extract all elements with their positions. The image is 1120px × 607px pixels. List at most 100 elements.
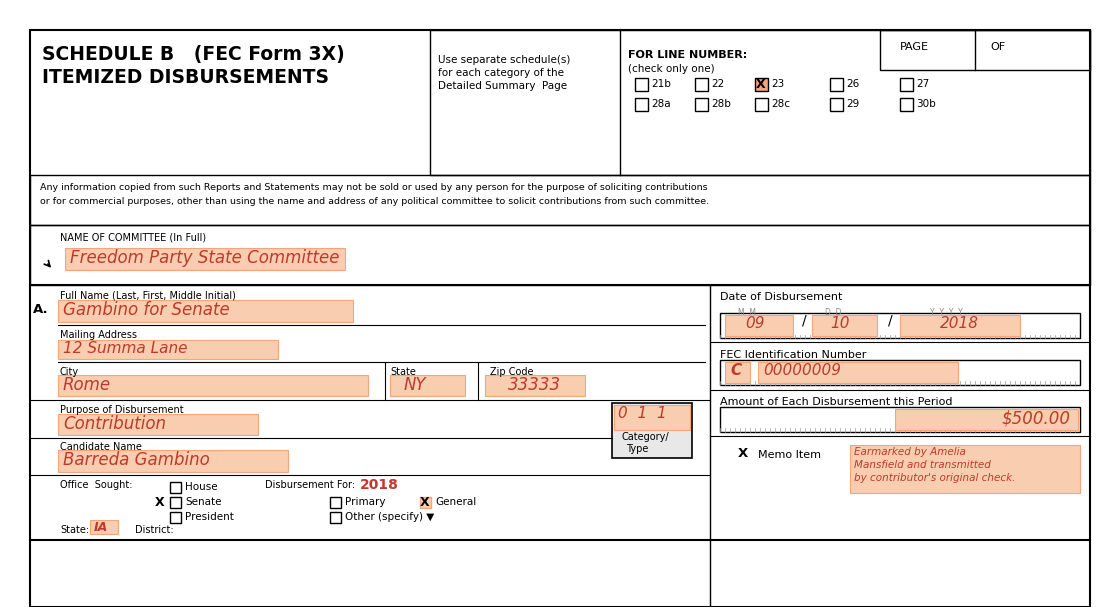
Text: Full Name (Last, First, Middle Initial): Full Name (Last, First, Middle Initial) [60, 290, 236, 300]
Bar [720, 313, 1080, 338]
Text: Any information copied from such Reports and Statements may not be sold or used : Any information copied from such Reports… [40, 183, 708, 192]
Text: ITEMIZED DISBURSEMENTS: ITEMIZED DISBURSEMENTS [43, 68, 329, 87]
Text: Purpose of Disbursement: Purpose of Disbursement [60, 405, 184, 415]
Text: Other (specify) ▼: Other (specify) ▼ [345, 512, 435, 522]
Bar [170, 482, 181, 493]
Text: Candidate Name: Candidate Name [60, 442, 142, 452]
Text: 0  1  1: 0 1 1 [618, 406, 666, 421]
Text: 2018: 2018 [360, 478, 399, 492]
Bar [330, 497, 340, 508]
Text: Mansfield and transmitted: Mansfield and transmitted [853, 460, 991, 470]
Bar [390, 375, 465, 396]
Text: Y  Y  Y  Y: Y Y Y Y [930, 308, 963, 317]
Bar [720, 407, 1080, 432]
Text: by contributor's original check.: by contributor's original check. [853, 473, 1016, 483]
Text: Senate: Senate [185, 497, 222, 507]
Text: /: / [888, 314, 893, 328]
Bar [900, 78, 913, 91]
Text: Category/: Category/ [620, 432, 669, 442]
Text: NAME OF COMMITTEE (In Full): NAME OF COMMITTEE (In Full) [60, 232, 206, 242]
Bar [90, 520, 118, 534]
Bar [880, 30, 1090, 70]
Text: 29: 29 [846, 99, 859, 109]
Text: Type: Type [626, 444, 648, 454]
Bar [720, 360, 1080, 385]
Text: Contribution: Contribution [63, 415, 166, 433]
Bar [430, 30, 1090, 175]
Text: $500.00: $500.00 [1001, 410, 1070, 428]
Bar [635, 78, 648, 91]
Bar [900, 98, 913, 111]
Text: President: President [185, 512, 234, 522]
Text: 12 Summa Lane: 12 Summa Lane [63, 341, 187, 356]
Bar [900, 315, 1020, 336]
Text: or for commercial purposes, other than using the name and address of any politic: or for commercial purposes, other than u… [40, 197, 709, 206]
Text: House: House [185, 482, 217, 492]
Text: D  D: D D [825, 308, 841, 317]
Text: 09: 09 [745, 316, 765, 331]
Bar [420, 497, 431, 508]
Text: IA: IA [94, 521, 109, 534]
Bar [612, 403, 692, 458]
Bar [65, 248, 345, 270]
Text: 28c: 28c [771, 99, 790, 109]
Text: State:: State: [60, 525, 90, 535]
Bar [58, 340, 278, 359]
Text: Detailed Summary  Page: Detailed Summary Page [438, 81, 567, 91]
Bar [30, 175, 1090, 225]
Bar [725, 315, 793, 336]
Text: FEC Identification Number: FEC Identification Number [720, 350, 867, 360]
Bar [58, 414, 258, 435]
Bar [58, 375, 368, 396]
Bar [812, 315, 877, 336]
Text: City: City [60, 367, 80, 377]
Bar [830, 98, 843, 111]
Text: Gambino for Senate: Gambino for Senate [63, 301, 230, 319]
Text: X: X [738, 447, 748, 460]
Text: Amount of Each Disbursement this Period: Amount of Each Disbursement this Period [720, 397, 952, 407]
Text: 27: 27 [916, 79, 930, 89]
Text: X: X [155, 496, 165, 509]
Bar [725, 362, 750, 383]
Bar [614, 405, 690, 430]
Bar [696, 78, 708, 91]
Text: X: X [756, 78, 766, 91]
Bar [755, 98, 768, 111]
Text: Office  Sought:: Office Sought: [60, 480, 132, 490]
Text: 22: 22 [711, 79, 725, 89]
Text: 28a: 28a [651, 99, 671, 109]
Text: Mailing Address: Mailing Address [60, 330, 137, 340]
Text: OF: OF [990, 42, 1005, 52]
Bar [895, 409, 1077, 430]
Text: Earmarked by Amelia: Earmarked by Amelia [853, 447, 965, 457]
Text: 26: 26 [846, 79, 859, 89]
Text: Rome: Rome [63, 376, 111, 394]
Text: 10: 10 [830, 316, 849, 331]
Bar [330, 512, 340, 523]
Bar [58, 300, 353, 322]
Text: Primary: Primary [345, 497, 385, 507]
Text: District:: District: [136, 525, 174, 535]
Bar [170, 512, 181, 523]
Bar [635, 98, 648, 111]
Bar [758, 362, 958, 383]
Text: SCHEDULE B   (FEC Form 3X): SCHEDULE B (FEC Form 3X) [43, 45, 345, 64]
Text: A.: A. [32, 303, 48, 316]
Text: M  M: M M [738, 308, 756, 317]
Text: 30b: 30b [916, 99, 935, 109]
Bar [485, 375, 585, 396]
Bar [850, 445, 1080, 493]
Text: 00000009: 00000009 [763, 363, 841, 378]
Bar [58, 450, 288, 472]
Text: 28b: 28b [711, 99, 731, 109]
Text: PAGE: PAGE [900, 42, 928, 52]
Bar [30, 225, 1090, 285]
Bar [830, 78, 843, 91]
Bar [170, 497, 181, 508]
Text: Barreda Gambino: Barreda Gambino [63, 451, 209, 469]
Text: /: / [802, 314, 806, 328]
Text: State: State [390, 367, 416, 377]
Text: C: C [730, 363, 741, 378]
Text: Use separate schedule(s): Use separate schedule(s) [438, 55, 570, 65]
Text: 2018: 2018 [940, 316, 979, 331]
